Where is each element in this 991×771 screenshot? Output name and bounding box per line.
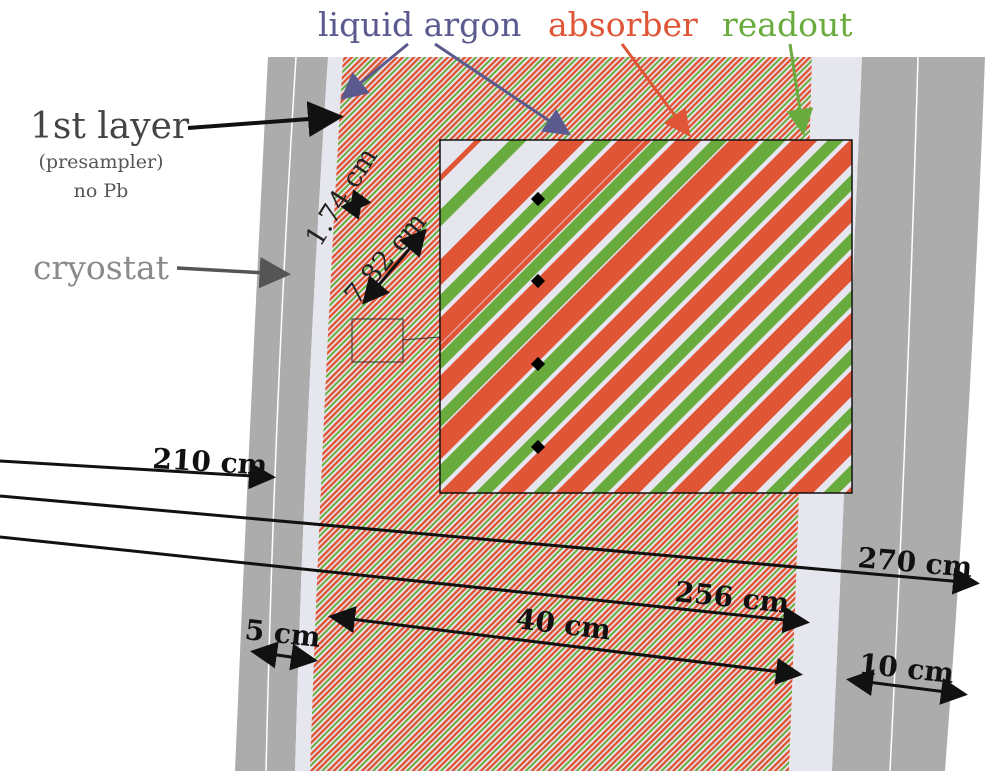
arrow-argon-2 [434,42,571,136]
radius-210-label: 210 cm [152,442,269,482]
inset-absorber-stripe [845,486,852,493]
inset-absorber-stripe [440,140,818,493]
zoom-source-box [351,318,404,363]
no-pb-label: no Pb [74,180,129,202]
cryostat-5-arrow [250,641,318,671]
inset-readout-stripe [440,140,670,370]
arrow-absorber [620,43,691,137]
inner-cryostat-band [235,57,328,771]
radius-270-line [0,494,980,595]
inset-readout-stripe [475,140,844,493]
inset-readout-stripe [649,290,852,493]
inset-readout-stripe [440,140,728,428]
spacer-mark [530,191,546,207]
gap-1-74-arrow [340,189,372,220]
inner-argon-gap [295,57,343,771]
spacer-mark [530,356,546,372]
outer-cryostat-line [889,56,919,771]
inset-readout-stripe [440,140,612,312]
arrow-first-layer [187,101,344,138]
legend-absorber: absorber [548,5,698,44]
inset-absorber-stripe [440,140,702,402]
inset-absorber-stripe [440,140,760,460]
first-layer-label: 1st layer [30,106,190,147]
spacer-mark [530,439,546,455]
inset-absorber-stripe [729,370,852,493]
inset-readout-stripe [440,140,786,486]
radius-210-line [0,459,276,490]
gap-7-82-arrow [362,228,427,305]
inset-readout-stripe [765,406,852,493]
inset-readout-stripe [533,174,852,493]
arrow-cryostat [176,256,291,289]
inset-stripe-group [440,140,852,493]
presampler-label: (presampler) [39,151,164,173]
cryostat-label: cryostat [33,248,169,287]
inset-readout-stripe [823,464,852,493]
arrow-readout [786,43,814,136]
inset-thin-absorber-stripe [440,140,482,182]
inset-readout-stripe [707,348,852,493]
cryostat-10-arrow [846,669,968,705]
inset-absorber-stripe [555,196,852,493]
zoom-connector [402,336,441,341]
cryostat-5-label: 5 cm [243,613,322,654]
legend-liquid-argon: liquid argon [318,5,521,44]
zoom-inset [439,139,853,494]
arrow-argon-1 [340,42,409,100]
legend-readout: readout [722,5,853,44]
inset-absorber-stripe [671,312,852,493]
inset-absorber-stripe [497,140,852,493]
inset-readout-stripe [440,140,527,227]
inset-readout-stripe [591,232,852,493]
spacer-mark [530,273,546,289]
inset-absorber-stripe [440,140,586,286]
inset-absorber-stripe [440,140,644,344]
depth-40-arrow [328,606,803,685]
inset-thin-absorber-stripe [440,140,652,352]
outer-cryostat-band [832,57,985,771]
inset-absorber-stripe [613,254,852,493]
inset-absorber-stripe [787,428,852,493]
